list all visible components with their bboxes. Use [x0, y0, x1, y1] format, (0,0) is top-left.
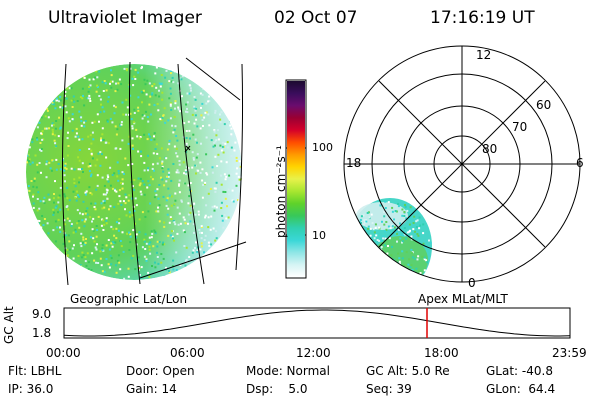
info-gc-alt: GC Alt: 5.0 Re	[366, 364, 450, 378]
mlt-label-6: 6	[576, 156, 584, 170]
colorbar-tick-100: 100	[312, 141, 333, 154]
alt-ytick-9: 9.0	[32, 307, 52, 321]
info-ip: IP: 36.0	[8, 382, 54, 396]
alt-xtick-0600: 06:00	[170, 346, 205, 360]
image-date: 02 Oct 07	[274, 8, 358, 28]
alt-xtick-0000: 00:00	[46, 346, 81, 360]
alt-xtick-2359: 23:59	[552, 346, 587, 360]
info-gain: Gain: 14	[126, 382, 177, 396]
info-mode: Mode: Normal	[246, 364, 330, 378]
image-time: 17:16:19 UT	[430, 8, 535, 28]
geographic-grid	[62, 57, 247, 286]
left-image-speckle	[26, 64, 242, 280]
info-door: Door: Open	[126, 364, 195, 378]
mlat-label-60: 60	[536, 98, 552, 112]
alt-ytick-1-8: 1.8	[32, 326, 52, 340]
right-panel-caption: Apex MLat/MLT	[418, 292, 508, 306]
alt-plot-ylabel: GC Alt	[2, 306, 16, 344]
altitude-plot-frame	[63, 307, 571, 339]
colorbar-tick-10: 10	[312, 229, 326, 242]
mlat-label-80: 80	[482, 142, 498, 156]
colorbar-units: photon cm⁻²s⁻¹	[274, 145, 288, 238]
info-glat: GLat: -40.8	[486, 364, 553, 378]
app-title: Ultraviolet Imager	[48, 8, 202, 28]
left-panel-caption: Geographic Lat/Lon	[70, 292, 188, 306]
mlat-label-70: 70	[512, 120, 528, 134]
info-glon: GLon: 64.4	[486, 382, 556, 396]
mlt-label-12: 12	[476, 48, 492, 62]
info-seq: Seq: 39	[366, 382, 412, 396]
polar-grid	[343, 45, 581, 283]
mlt-label-18: 18	[346, 156, 362, 170]
alt-xtick-1200: 12:00	[296, 346, 331, 360]
mlt-label-0: 0	[468, 276, 476, 290]
info-dsp: Dsp: 5.0	[246, 382, 308, 396]
colorbar	[287, 81, 305, 277]
info-filter: Flt: LBHL	[8, 364, 62, 378]
alt-xtick-1800: 18:00	[424, 346, 459, 360]
